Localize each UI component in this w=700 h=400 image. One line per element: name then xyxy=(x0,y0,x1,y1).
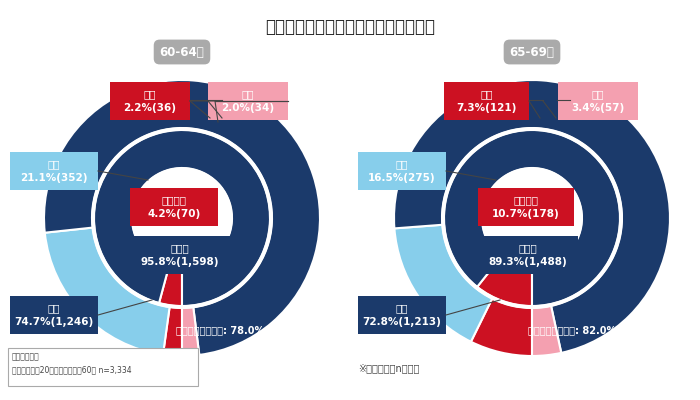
FancyBboxPatch shape xyxy=(110,82,190,120)
Text: 女性
2.0%(34): 女性 2.0%(34) xyxy=(221,89,274,113)
Text: 就業者の男性割合: 78.0%: 就業者の男性割合: 78.0% xyxy=(176,325,264,335)
FancyBboxPatch shape xyxy=(478,236,578,274)
Wedge shape xyxy=(444,130,620,306)
FancyBboxPatch shape xyxy=(10,152,98,190)
Text: 女性
21.1%(352): 女性 21.1%(352) xyxy=(20,159,88,182)
Wedge shape xyxy=(532,306,561,356)
Text: 男性
7.3%(121): 男性 7.3%(121) xyxy=(456,89,517,113)
Circle shape xyxy=(132,168,232,268)
Text: 女性
3.4%(57): 女性 3.4%(57) xyxy=(571,89,624,113)
Text: 女性
16.5%(275): 女性 16.5%(275) xyxy=(368,159,436,182)
FancyBboxPatch shape xyxy=(10,296,98,334)
Wedge shape xyxy=(477,257,532,306)
FancyBboxPatch shape xyxy=(358,152,446,190)
Wedge shape xyxy=(45,228,169,355)
Text: 65-69歳: 65-69歳 xyxy=(510,46,554,58)
FancyBboxPatch shape xyxy=(444,82,529,120)
FancyBboxPatch shape xyxy=(358,296,446,334)
Text: 男性
2.2%(36): 男性 2.2%(36) xyxy=(123,89,176,113)
FancyBboxPatch shape xyxy=(208,82,288,120)
Text: 調査対象者：
正社員として20年以上勤務した60代 n=3,334: 調査対象者： 正社員として20年以上勤務した60代 n=3,334 xyxy=(12,352,132,374)
Wedge shape xyxy=(394,225,492,342)
Text: 男性
74.7%(1,246): 男性 74.7%(1,246) xyxy=(15,303,94,326)
Wedge shape xyxy=(159,266,182,306)
Wedge shape xyxy=(94,130,270,306)
Circle shape xyxy=(482,168,582,268)
FancyBboxPatch shape xyxy=(478,188,574,226)
Text: ※カッコ内はnを示す: ※カッコ内はnを示す xyxy=(358,363,419,373)
Text: 非就業者
4.2%(70): 非就業者 4.2%(70) xyxy=(148,196,201,218)
FancyBboxPatch shape xyxy=(8,348,198,386)
Wedge shape xyxy=(44,80,320,355)
Text: 就業者
95.8%(1,598): 就業者 95.8%(1,598) xyxy=(141,243,219,266)
Text: 60-64歳: 60-64歳 xyxy=(160,46,204,58)
Text: 非就業者
10.7%(178): 非就業者 10.7%(178) xyxy=(492,196,560,218)
Wedge shape xyxy=(163,307,182,356)
FancyBboxPatch shape xyxy=(130,236,230,274)
Text: 就業者の男性割合: 82.0%: 就業者の男性割合: 82.0% xyxy=(528,325,616,335)
Wedge shape xyxy=(394,80,670,353)
Text: 世代別・男女別・就業状況別の出現率: 世代別・男女別・就業状況別の出現率 xyxy=(265,18,435,36)
Text: 男性
72.8%(1,213): 男性 72.8%(1,213) xyxy=(363,303,442,326)
FancyBboxPatch shape xyxy=(130,188,218,226)
Wedge shape xyxy=(182,307,199,356)
Text: 就業者
89.3%(1,488): 就業者 89.3%(1,488) xyxy=(489,243,568,266)
FancyBboxPatch shape xyxy=(558,82,638,120)
Wedge shape xyxy=(471,299,532,356)
